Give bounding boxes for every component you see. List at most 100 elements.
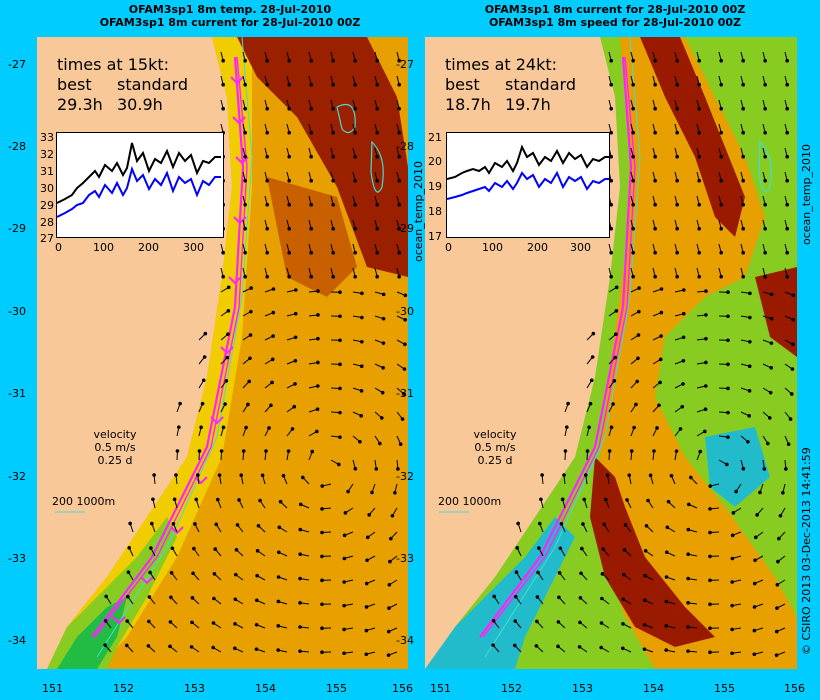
current-arrow-head xyxy=(375,106,379,111)
current-arrow-head xyxy=(320,484,325,488)
current-arrow-head xyxy=(658,357,663,362)
current-arrow-head xyxy=(763,82,767,87)
current-arrow-head xyxy=(217,473,222,477)
current-arrow-head xyxy=(346,489,350,494)
current-arrow-head xyxy=(708,626,712,631)
current-arrow-head xyxy=(331,274,335,279)
current-arrow-head xyxy=(747,389,752,393)
current-arrow-head xyxy=(255,573,259,578)
current-arrow-head xyxy=(741,178,745,183)
current-arrow-head xyxy=(774,629,779,634)
current-arrow-head xyxy=(514,570,519,575)
current-arrow-head xyxy=(364,605,369,609)
current-arrow-head xyxy=(364,628,369,633)
current-arrow-head xyxy=(719,130,723,135)
current-arrow-head xyxy=(337,462,341,467)
current-arrow-head xyxy=(492,594,496,599)
current-arrow-head xyxy=(653,82,657,87)
current-arrow-head xyxy=(625,498,629,502)
current-arrow-head xyxy=(601,547,606,551)
current-arrow-head xyxy=(314,429,319,434)
current-arrow-head xyxy=(789,392,794,396)
current-arrow-head xyxy=(398,442,403,447)
y-tick: -34 xyxy=(8,634,26,647)
current-arrow-head xyxy=(287,178,291,183)
x-tick: 154 xyxy=(643,682,664,695)
current-arrow-head xyxy=(631,226,635,231)
current-arrow-head xyxy=(343,511,348,515)
inset-y-tick: 33 xyxy=(40,131,54,144)
current-arrow-head xyxy=(741,274,745,279)
current-arrow-head xyxy=(514,594,518,599)
current-arrow-head xyxy=(609,106,613,111)
current-arrow-head xyxy=(225,355,230,360)
current-arrow-head xyxy=(292,404,297,409)
current-arrow-head xyxy=(726,435,730,439)
current-arrow-head xyxy=(265,202,269,207)
current-arrow-head xyxy=(681,358,686,363)
current-arrow-head xyxy=(741,154,745,159)
current-arrow-head xyxy=(653,274,657,279)
current-arrow-head xyxy=(776,559,780,564)
inset-x-tick: 0 xyxy=(445,241,452,254)
current-arrow-head xyxy=(276,624,281,628)
current-arrow-head xyxy=(609,58,613,63)
current-arrow-head xyxy=(265,82,269,87)
current-arrow-head xyxy=(785,106,789,111)
current-arrow-head xyxy=(669,473,674,478)
current-arrow-head xyxy=(338,290,342,295)
current-arrow-head xyxy=(246,402,250,407)
current-arrow-head xyxy=(397,202,401,207)
current-arrow-head xyxy=(320,602,324,607)
current-arrow-head xyxy=(213,547,218,551)
current-arrow-head xyxy=(196,473,200,477)
current-arrow-head xyxy=(778,513,783,518)
current-arrow-head xyxy=(256,523,261,528)
y-tick: -29 xyxy=(396,222,414,235)
current-arrow-head xyxy=(342,651,346,656)
current-arrow-head xyxy=(342,627,346,632)
velocity-duration: 0.25 d xyxy=(477,454,513,467)
current-arrow-head xyxy=(298,601,302,605)
right-map-panel: times at 24kt: best standard 18.7h 19.7h xyxy=(425,37,797,669)
x-tick: 151 xyxy=(42,682,63,695)
current-arrow-head xyxy=(150,521,154,526)
current-arrow-head xyxy=(177,425,181,429)
left-inset-chart xyxy=(56,132,224,238)
current-arrow-head xyxy=(753,558,757,563)
current-arrow-head xyxy=(704,289,708,293)
current-arrow-head xyxy=(219,449,224,453)
current-arrow-head xyxy=(239,473,244,477)
current-arrow-head xyxy=(762,467,767,471)
current-arrow-head xyxy=(353,466,358,471)
current-arrow-head xyxy=(644,523,649,528)
current-arrow-head xyxy=(170,546,175,551)
current-arrow-head xyxy=(646,498,650,503)
y-tick: -28 xyxy=(8,140,26,153)
current-arrow-head xyxy=(378,441,382,446)
y-tick: -30 xyxy=(8,305,26,318)
current-arrow-head xyxy=(702,429,707,434)
current-arrow-head xyxy=(309,202,313,207)
current-arrow-head xyxy=(763,250,767,255)
x-tick: 153 xyxy=(184,682,205,695)
current-arrow-head xyxy=(643,573,647,578)
current-arrow-head xyxy=(719,274,723,279)
right-times-box: times at 24kt: best standard 18.7h 19.7h xyxy=(445,55,576,115)
current-arrow-head xyxy=(397,274,401,279)
current-arrow-head xyxy=(211,621,216,625)
current-arrow-head xyxy=(611,402,615,406)
current-arrow-head xyxy=(578,620,582,625)
current-arrow-head xyxy=(265,154,269,159)
current-arrow-head xyxy=(359,364,364,369)
current-arrow-head xyxy=(338,435,342,439)
current-arrow-head xyxy=(276,575,281,579)
current-arrow-head xyxy=(265,274,269,279)
current-arrow-head xyxy=(769,316,774,321)
current-arrow-head xyxy=(316,313,320,317)
current-arrow-head xyxy=(360,315,364,320)
inset-series-best xyxy=(57,165,221,218)
current-arrow-head xyxy=(664,599,669,604)
current-arrow-head xyxy=(126,570,131,575)
current-arrow-head xyxy=(287,274,291,279)
